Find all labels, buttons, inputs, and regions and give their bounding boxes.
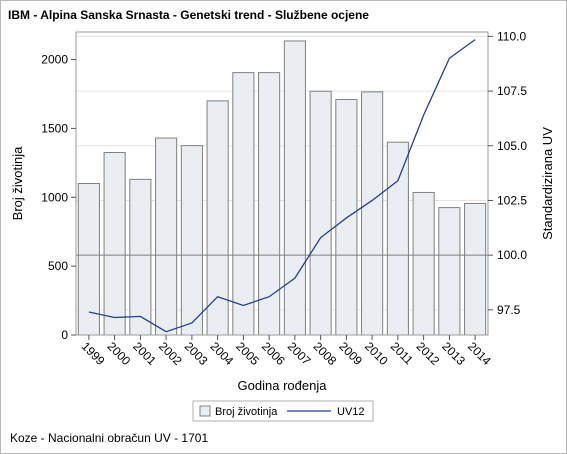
y2-tick-label: 107.5 xyxy=(497,84,527,98)
x-tick-label: 2014 xyxy=(465,339,494,368)
legend-bar-swatch xyxy=(199,405,211,417)
legend-box xyxy=(192,400,374,422)
bar xyxy=(103,152,126,336)
bar xyxy=(232,72,255,336)
bar xyxy=(129,178,152,336)
legend-label: Broj životinja xyxy=(215,406,278,418)
footnote: Koze - Nacionalni obračun UV - 1701 xyxy=(10,431,209,445)
legend: Broj životinja UV12 xyxy=(192,400,374,422)
bar xyxy=(155,137,178,336)
uv12-line xyxy=(88,39,476,333)
x-tick-label: 2010 xyxy=(362,339,391,368)
y-tick-label: 1500 xyxy=(41,121,68,135)
legend-label: UV12 xyxy=(337,406,365,418)
x-tick-label: 1999 xyxy=(79,339,108,368)
y2-tick-label: 105.0 xyxy=(497,139,527,153)
bar xyxy=(258,72,281,336)
x-tick-label: 2011 xyxy=(388,339,416,367)
x-tick-label: 2007 xyxy=(285,339,314,368)
x-tick-label: 2006 xyxy=(259,339,288,368)
x-tick-label: 2004 xyxy=(208,339,237,368)
y2-axis-label: Standardizirana UV xyxy=(540,127,555,240)
plot-border xyxy=(75,31,489,336)
x-tick-label: 2000 xyxy=(105,339,134,368)
bar xyxy=(361,91,384,336)
y2-tick-label: 97.5 xyxy=(497,303,521,317)
x-tick-label: 2005 xyxy=(233,339,262,368)
bar xyxy=(309,90,332,336)
bar xyxy=(438,207,461,336)
bar xyxy=(283,40,306,336)
x-tick-label: 2012 xyxy=(414,339,443,368)
x-axis-label: Godina rođenja xyxy=(238,378,328,393)
y-tick-label: 0 xyxy=(61,328,68,342)
x-tick-label: 2002 xyxy=(156,339,185,368)
y2-tick-label: 102.5 xyxy=(497,193,527,207)
x-tick-label: 2009 xyxy=(336,339,365,368)
line-series xyxy=(88,39,476,333)
y2-tick-label: 110.0 xyxy=(497,29,526,43)
bar xyxy=(412,191,435,336)
bar-series xyxy=(77,40,487,336)
x-tick-label: 2001 xyxy=(130,339,159,368)
y2-tick-label: 100.0 xyxy=(497,248,527,262)
y-tick-label: 2000 xyxy=(41,53,68,67)
y-axis-label: Broj životinja xyxy=(10,146,25,220)
chart-title: IBM - Alpina Sanska Srnasta - Genetski t… xyxy=(8,8,369,22)
x-tick-label: 2008 xyxy=(311,339,340,368)
bar xyxy=(464,202,487,336)
x-tick-label: 2013 xyxy=(439,339,468,368)
y-tick-label: 500 xyxy=(48,259,68,273)
y-tick-label: 1000 xyxy=(41,190,68,204)
x-tick-label: 2003 xyxy=(182,339,211,368)
bar xyxy=(180,145,203,336)
bar xyxy=(386,141,409,336)
